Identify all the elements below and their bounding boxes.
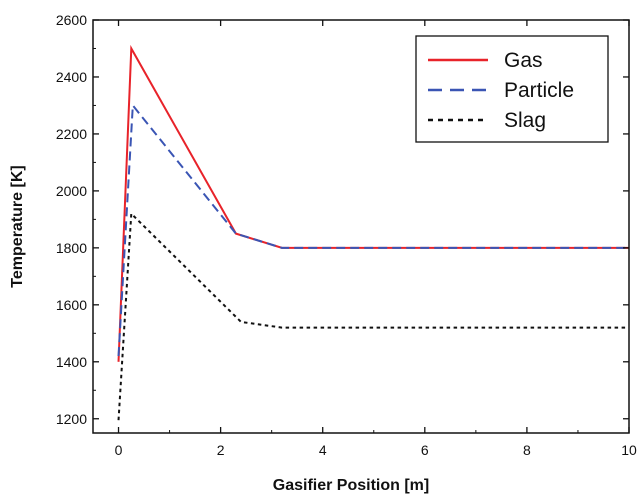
legend: Gas Particle Slag	[415, 35, 609, 143]
y-tick-label: 2600	[56, 12, 87, 28]
y-tick-label: 2400	[56, 69, 87, 85]
legend-label-particle: Particle	[504, 79, 574, 102]
legend-box	[415, 35, 609, 143]
y-tick-label: 2200	[56, 126, 87, 142]
series-line-slag	[117, 211, 629, 421]
series-line-particle	[117, 102, 629, 357]
series-group	[117, 44, 629, 421]
plot-frame	[92, 19, 630, 434]
x-axis-title: Gasifier Position [m]	[273, 477, 429, 494]
legend-label-gas: Gas	[504, 49, 543, 72]
y-tick-label: 1400	[56, 354, 87, 370]
x-tick-label: 0	[115, 442, 123, 458]
y-tick-label: 2000	[56, 183, 87, 199]
legend-label-slag: Slag	[504, 109, 546, 132]
y-axis-title: Temperature [K]	[9, 165, 26, 287]
y-tick-label: 1800	[56, 240, 87, 256]
x-tick-label: 4	[319, 442, 327, 458]
x-tick-label: 6	[421, 442, 429, 458]
x-tick-label: 10	[621, 442, 637, 458]
y-tick-label: 1200	[56, 411, 87, 427]
x-tick-label: 2	[217, 442, 225, 458]
x-tick-label: 8	[523, 442, 531, 458]
y-tick-label: 1600	[56, 297, 87, 313]
